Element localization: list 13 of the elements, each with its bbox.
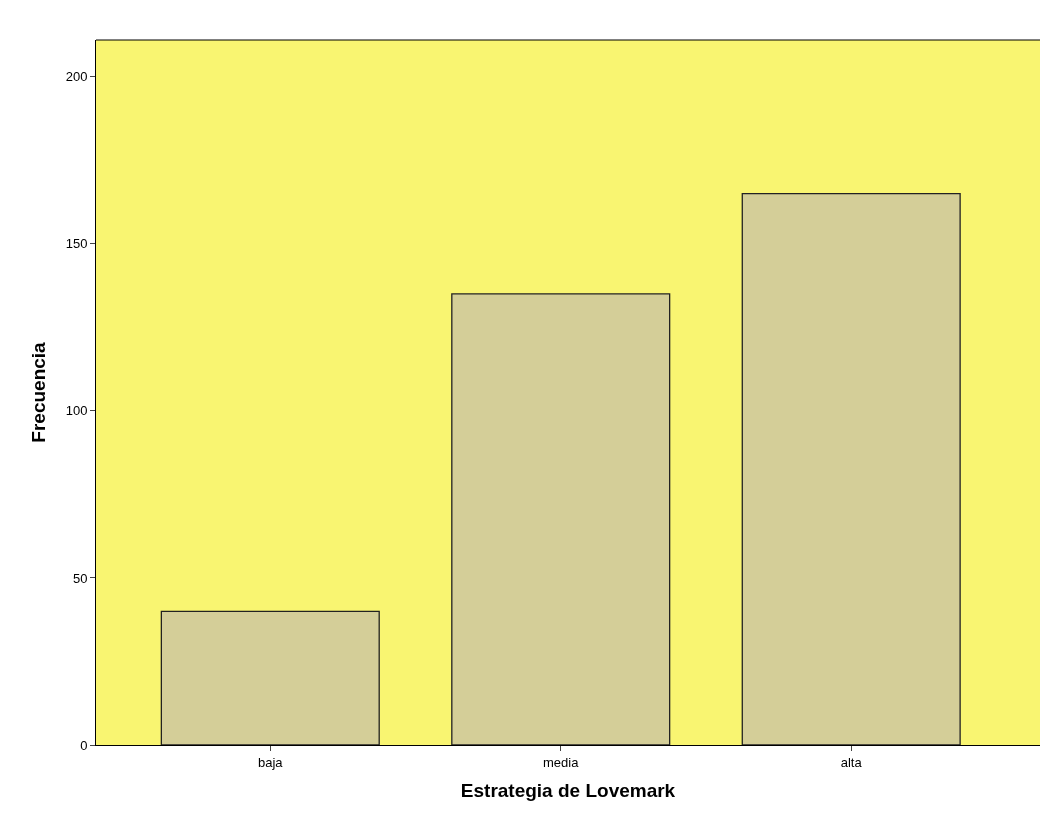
y-tick-label: 200 xyxy=(65,69,88,85)
y-tick-label: 150 xyxy=(65,236,88,252)
y-axis-title: Frecuencia xyxy=(27,341,49,443)
x-tick-label: alta xyxy=(840,754,863,770)
bar xyxy=(160,610,380,745)
x-tick-label: media xyxy=(543,754,580,770)
bar xyxy=(451,293,671,745)
x-axis-title: Estrategia de Lovemark xyxy=(460,780,676,802)
y-tick-label: 50 xyxy=(72,570,88,586)
y-tick-label: 0 xyxy=(80,737,88,753)
y-tick-label: 100 xyxy=(65,403,88,419)
x-tick-label: baja xyxy=(257,754,284,770)
bar xyxy=(741,193,961,745)
